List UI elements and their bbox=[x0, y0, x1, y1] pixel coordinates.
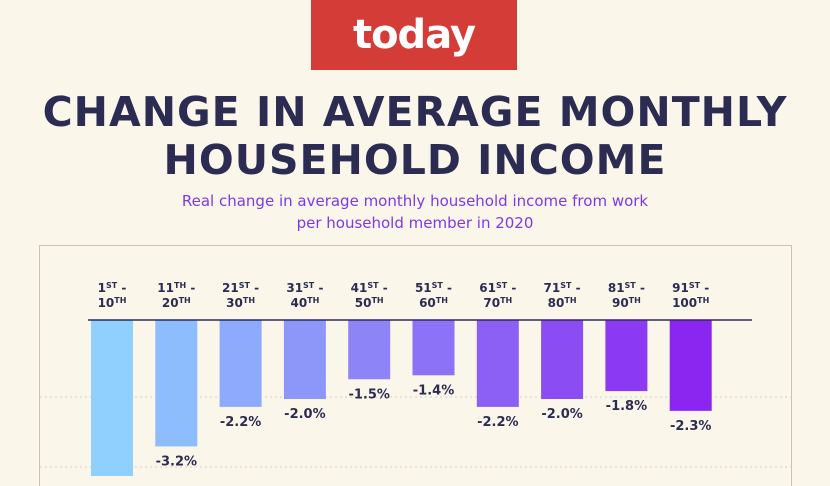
bar-chart: 1ST -10TH 11TH -20TH -3.2% 21ST -30TH -2.2% 3… bbox=[40, 281, 791, 476]
category-label: 81ST -90TH bbox=[608, 281, 645, 310]
logo-text: today bbox=[352, 12, 476, 58]
category-label: 91ST -100TH bbox=[672, 281, 709, 310]
chart-panel: 1ST -10TH 11TH -20TH -3.2% 21ST -30TH -2.2% 3… bbox=[39, 245, 792, 486]
value-label: -2.0% bbox=[541, 407, 582, 422]
category-label: 51ST -60TH bbox=[415, 281, 452, 310]
chart-title-line-2: HOUSEHOLD INCOME bbox=[163, 136, 667, 184]
category-label: 11TH -20TH bbox=[157, 281, 195, 310]
bar bbox=[91, 320, 133, 476]
chart-subtitle-line-2: per household member in 2020 bbox=[296, 214, 534, 232]
value-label: -2.0% bbox=[284, 407, 325, 422]
category-label: 71ST -80TH bbox=[544, 281, 581, 310]
bar bbox=[605, 320, 648, 392]
bar bbox=[155, 320, 198, 447]
value-label: -3.2% bbox=[156, 454, 197, 469]
value-label: -2.2% bbox=[477, 415, 518, 430]
chart-title-line-1: CHANGE IN AVERAGE MONTHLY bbox=[42, 88, 788, 136]
bar bbox=[219, 320, 262, 407]
bar bbox=[283, 320, 326, 399]
chart-subtitle-line-1: Real change in average monthly household… bbox=[181, 192, 649, 210]
category-label: 21ST -30TH bbox=[222, 281, 259, 310]
bar bbox=[348, 320, 391, 380]
category-label: 41ST -50TH bbox=[351, 281, 388, 310]
value-label: -1.5% bbox=[348, 387, 389, 402]
value-label: -2.2% bbox=[220, 415, 261, 430]
category-label: 31ST -40TH bbox=[286, 281, 323, 310]
bar bbox=[476, 320, 519, 407]
bar bbox=[669, 320, 712, 411]
value-label: -1.8% bbox=[606, 399, 647, 414]
category-label: 61ST -70TH bbox=[479, 281, 516, 310]
bar bbox=[541, 320, 584, 399]
value-label: -2.3% bbox=[670, 419, 711, 434]
bar bbox=[412, 320, 455, 376]
category-label: 1ST -10TH bbox=[98, 281, 127, 310]
value-label: -1.4% bbox=[413, 383, 454, 398]
today-logo: today bbox=[311, 0, 517, 70]
